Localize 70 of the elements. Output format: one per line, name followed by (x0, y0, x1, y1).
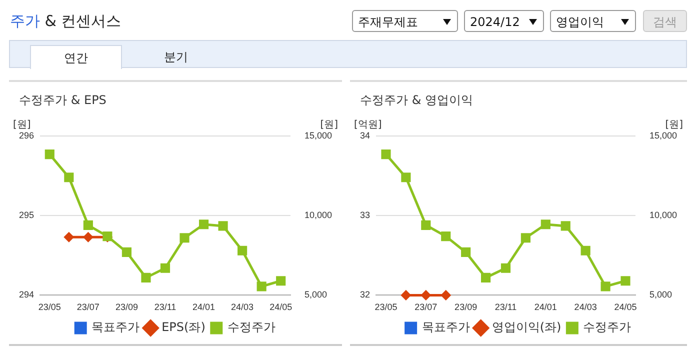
y2-tick-label: 15,000 (304, 130, 332, 140)
y-axis-title: [억원] (354, 120, 382, 131)
text: 2024/12 (470, 15, 520, 29)
x-tick-label: 23/05 (38, 302, 61, 312)
x-tick-label: 24/01 (192, 302, 216, 312)
y2-tick-label: 5,000 (304, 290, 328, 300)
text: 주가 & 컨센서스 (10, 12, 122, 30)
x-tick-label: 24/01 (534, 302, 557, 312)
point (461, 247, 471, 257)
x-tick-label: 23/11 (154, 302, 176, 312)
point (520, 233, 530, 243)
x-tick-label: 24/05 (270, 302, 292, 312)
x-tick-label: 24/03 (574, 302, 597, 312)
chart-title: 수정주가 & 영업이익 (360, 92, 473, 109)
point (560, 221, 570, 231)
y2-tick-label: 5,000 (649, 290, 672, 300)
x-tick-label: 23/11 (494, 302, 517, 312)
text: 검색 (643, 10, 687, 32)
y-tick-label: 296 (18, 130, 34, 140)
y-axis-title: [원] (13, 120, 31, 131)
y-tick-label: 32 (360, 290, 370, 300)
legend-label: 목표주가 (422, 320, 470, 334)
x-tick-label: 24/05 (614, 302, 637, 312)
text: 주재무제표 (358, 15, 418, 29)
y2-axis-title: [원] (320, 120, 338, 131)
point (141, 272, 151, 282)
chart-title: 수정주가 & EPS (19, 92, 106, 109)
text: 연간 (30, 45, 122, 69)
point (441, 232, 451, 242)
y-tick-label: 34 (360, 130, 370, 140)
x-tick-label: 23/09 (115, 302, 138, 312)
legend-label: 목표주가 (92, 320, 140, 334)
legend-label: 수정주가 (227, 320, 276, 334)
point (580, 246, 590, 256)
point (198, 220, 209, 230)
point (44, 150, 54, 160)
x-tick-label: 23/09 (454, 302, 478, 312)
point (540, 220, 550, 230)
legend-label: 영업이익(좌) (492, 320, 562, 334)
point (381, 150, 391, 160)
x-tick-label: 24/03 (231, 302, 254, 312)
point (401, 172, 411, 182)
point (160, 263, 170, 273)
y2-tick-label: 15,000 (649, 130, 678, 140)
point (238, 246, 248, 256)
point (83, 220, 93, 230)
point (64, 172, 74, 182)
point (421, 220, 431, 230)
y2-axis-title: [원] (665, 120, 684, 131)
point (122, 247, 132, 257)
x-tick-label: 23/07 (76, 302, 100, 312)
point (276, 276, 286, 286)
y2-tick-label: 10,000 (304, 210, 332, 220)
point (620, 276, 630, 286)
point (500, 263, 511, 273)
point (600, 282, 610, 292)
y2-tick-label: 10,000 (649, 210, 678, 220)
text: 분기 (163, 49, 189, 66)
point (481, 272, 491, 282)
x-tick-label: 23/07 (414, 302, 438, 312)
legend-label: 수정주가 (583, 320, 632, 334)
y-tick-label: 33 (360, 210, 370, 220)
text: 영업이익 (556, 15, 604, 29)
x-tick-label: 23/05 (374, 302, 398, 312)
point (218, 221, 228, 231)
point (180, 233, 190, 243)
legend-label: EPS(좌) (162, 320, 206, 334)
point (256, 282, 266, 292)
y-tick-label: 295 (18, 210, 34, 220)
y-tick-label: 294 (18, 290, 34, 300)
